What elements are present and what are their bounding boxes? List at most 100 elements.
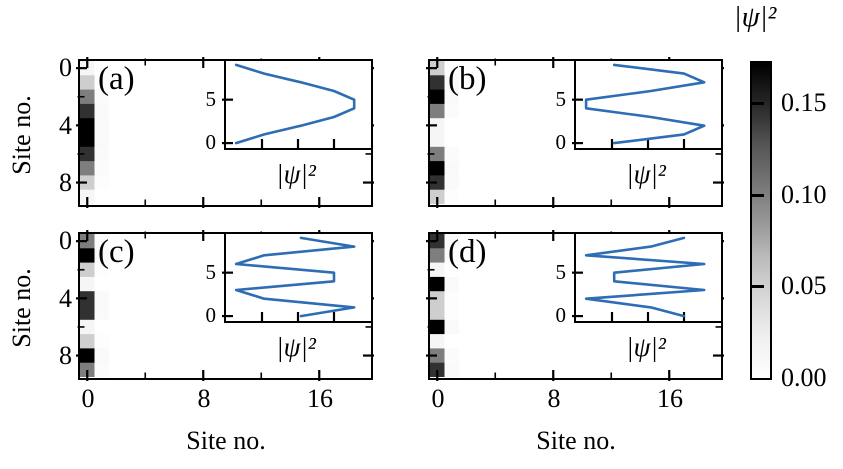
heatmap-cell: [430, 118, 445, 133]
heatmap-cell: [430, 305, 445, 321]
heatmap-cell: [94, 319, 109, 335]
heatmap-cell: [430, 276, 445, 292]
heatmap-cell: [444, 161, 459, 176]
heatmap-cell: [444, 118, 459, 133]
heatmap-c: [76, 230, 374, 381]
inset-ytick-0: 0: [205, 303, 217, 327]
colorbar-tick: [752, 285, 764, 288]
heatmap-cell: [444, 75, 459, 90]
y-tick-label: 8: [59, 341, 72, 370]
heatmap-cell: [444, 146, 459, 162]
colorbar-tick-label: 0.00: [781, 363, 827, 392]
heatmap-cell: [430, 75, 445, 90]
heatmap-cell: [94, 132, 109, 148]
inset-psi-squared-line: [584, 236, 706, 317]
heatmap-cell: [444, 234, 459, 249]
heatmap-cell: [94, 276, 109, 292]
heatmap-a: [76, 57, 374, 208]
inset-plot-c: [222, 236, 356, 323]
heatmap-cell: [444, 348, 459, 364]
inset-psi-squared-line: [584, 63, 706, 144]
x-tick-label: 16: [657, 384, 683, 413]
heatmap-cell: [94, 262, 109, 278]
inset-ytick-5: 5: [555, 260, 567, 284]
heatmap-cell: [444, 89, 459, 105]
inset-psi-squared-line: [234, 63, 356, 144]
colorbar-tick-label: 0.05: [781, 271, 827, 300]
x-tick-label: 0: [431, 384, 445, 413]
heatmap-cell: [80, 161, 95, 176]
panel-b: (b) 5 0 |ψ|²: [426, 57, 724, 208]
heatmap-cell: [430, 234, 445, 249]
heatmap-cell: [80, 319, 95, 335]
heatmap-cell: [94, 146, 109, 162]
inset-xlabel-psi: |ψ|²: [276, 159, 316, 189]
heatmap-cell: [430, 146, 445, 162]
heatmap-cell: [444, 305, 459, 321]
heatmap-cell: [80, 234, 95, 249]
inset-b: [572, 58, 723, 150]
heatmap-cell: [94, 61, 109, 76]
colorbar-tick: [752, 194, 764, 197]
inset-xlabel-psi: |ψ|²: [276, 332, 316, 362]
heatmap-cell: [444, 103, 459, 119]
heatmap-cell: [430, 291, 445, 306]
panel-letter-a: (a): [98, 61, 135, 97]
heatmap-cell: [94, 334, 109, 349]
heatmap-cell: [430, 175, 445, 191]
x-tick-label: 8: [197, 384, 211, 413]
heatmap-cell: [80, 362, 95, 377]
heatmap-cell: [444, 262, 459, 278]
heatmap-cell: [94, 248, 109, 263]
colorbar-title: |ψ|²: [733, 1, 777, 33]
heatmap-cell: [444, 319, 459, 335]
heatmap-cell: [94, 118, 109, 133]
heatmap-cell: [444, 175, 459, 191]
y-tick-label: 8: [59, 168, 72, 197]
y-axis-label-bottom: Site no.: [7, 268, 36, 348]
y-tick-label: 0: [59, 226, 72, 255]
panel-c: (c) 5 0 |ψ|²: [76, 230, 374, 381]
heatmap-cell: [94, 103, 109, 119]
heatmap-cell: [80, 291, 95, 306]
heatmap-cell: [94, 234, 109, 249]
panel-letter-d: (d): [448, 234, 487, 270]
heatmap-cell: [80, 132, 95, 148]
heatmap-cell: [430, 319, 445, 335]
heatmap-cell: [430, 89, 445, 105]
colorbar-tick: [752, 102, 764, 105]
heatmap-cell: [444, 189, 459, 204]
heatmap-cell: [444, 61, 459, 76]
heatmap-cell: [80, 276, 95, 292]
inset-ytick-0: 0: [205, 130, 217, 154]
heatmap-cell: [430, 189, 445, 204]
heatmap-cell: [94, 175, 109, 191]
heatmap-cell: [94, 291, 109, 306]
heatmap-cell: [80, 189, 95, 204]
heatmap-cell: [444, 291, 459, 306]
colorbar: [750, 61, 772, 380]
heatmap-cell: [430, 248, 445, 263]
heatmap-cell: [94, 305, 109, 321]
heatmap-cell: [430, 362, 445, 377]
y-tick-label: 0: [59, 53, 72, 82]
heatmap-cell: [80, 248, 95, 263]
heatmap-cell: [430, 348, 445, 364]
inset-xlabel-psi: |ψ|²: [626, 332, 666, 362]
inset-xlabel-psi: |ψ|²: [626, 159, 666, 189]
heatmap-cell: [444, 334, 459, 349]
inset-ytick-5: 5: [555, 87, 567, 111]
inset-plot-a: [222, 63, 356, 150]
heatmap-cell: [430, 103, 445, 119]
x-axis-label-right: Site no.: [536, 426, 616, 455]
heatmap-cell: [94, 348, 109, 364]
heatmap-cell: [80, 146, 95, 162]
colorbar-tick-label: 0.10: [781, 180, 827, 209]
heatmap-cell: [444, 276, 459, 292]
inset-ytick-0: 0: [555, 303, 567, 327]
heatmap-cell: [80, 118, 95, 133]
heatmap-cell: [80, 334, 95, 349]
heatmap-cell: [80, 262, 95, 278]
heatmap-cell: [80, 348, 95, 364]
